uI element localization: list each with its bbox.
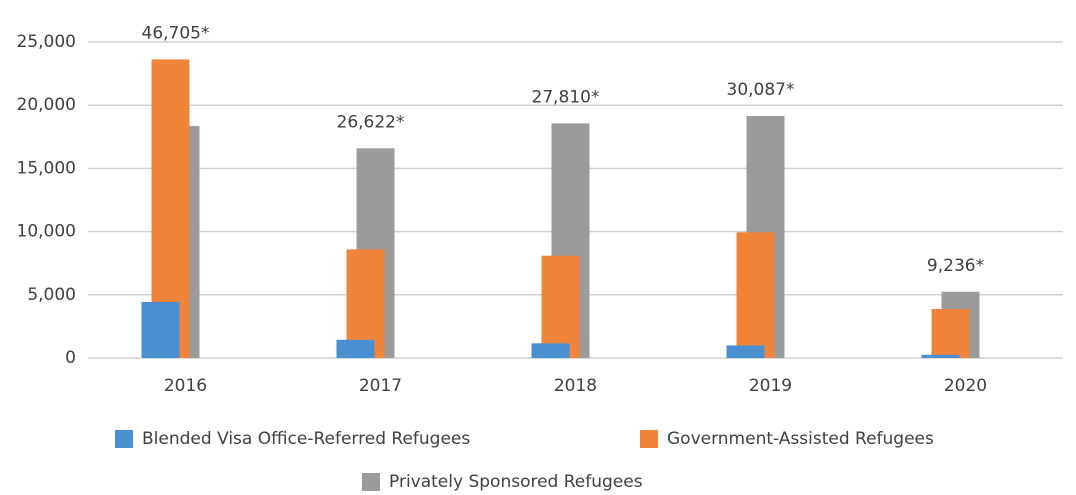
- legend-label: Privately Sponsored Refugees: [389, 472, 643, 492]
- legend-swatch: [115, 430, 133, 448]
- x-tick-label: 2017: [359, 376, 402, 396]
- bar: [541, 255, 580, 358]
- y-tick-label: 20,000: [17, 95, 76, 115]
- legend-label: Government-Assisted Refugees: [667, 429, 934, 449]
- x-tick-label: 2020: [944, 376, 987, 396]
- bar: [531, 343, 570, 358]
- bar: [141, 301, 180, 358]
- total-label: 30,087*: [727, 80, 795, 100]
- x-tick-label: 2019: [749, 376, 792, 396]
- total-label: 27,810*: [532, 87, 600, 107]
- y-tick-label: 0: [65, 348, 76, 368]
- bar: [921, 354, 960, 358]
- bar: [726, 345, 765, 358]
- bar: [736, 232, 775, 358]
- x-tick-label: 2018: [554, 376, 597, 396]
- legend-swatch: [362, 473, 380, 491]
- total-label: 26,622*: [337, 112, 405, 132]
- total-label: 9,236*: [927, 256, 984, 276]
- bar: [336, 339, 375, 358]
- legend-label: Blended Visa Office-Referred Refugees: [142, 429, 470, 449]
- y-tick-label: 15,000: [17, 158, 76, 178]
- x-tick-label: 2016: [164, 376, 207, 396]
- y-tick-label: 5,000: [27, 285, 76, 305]
- total-label: 46,705*: [142, 23, 210, 43]
- bar: [931, 308, 970, 358]
- y-tick-label: 10,000: [17, 222, 76, 242]
- legend-swatch: [640, 430, 658, 448]
- y-tick-label: 25,000: [17, 32, 76, 52]
